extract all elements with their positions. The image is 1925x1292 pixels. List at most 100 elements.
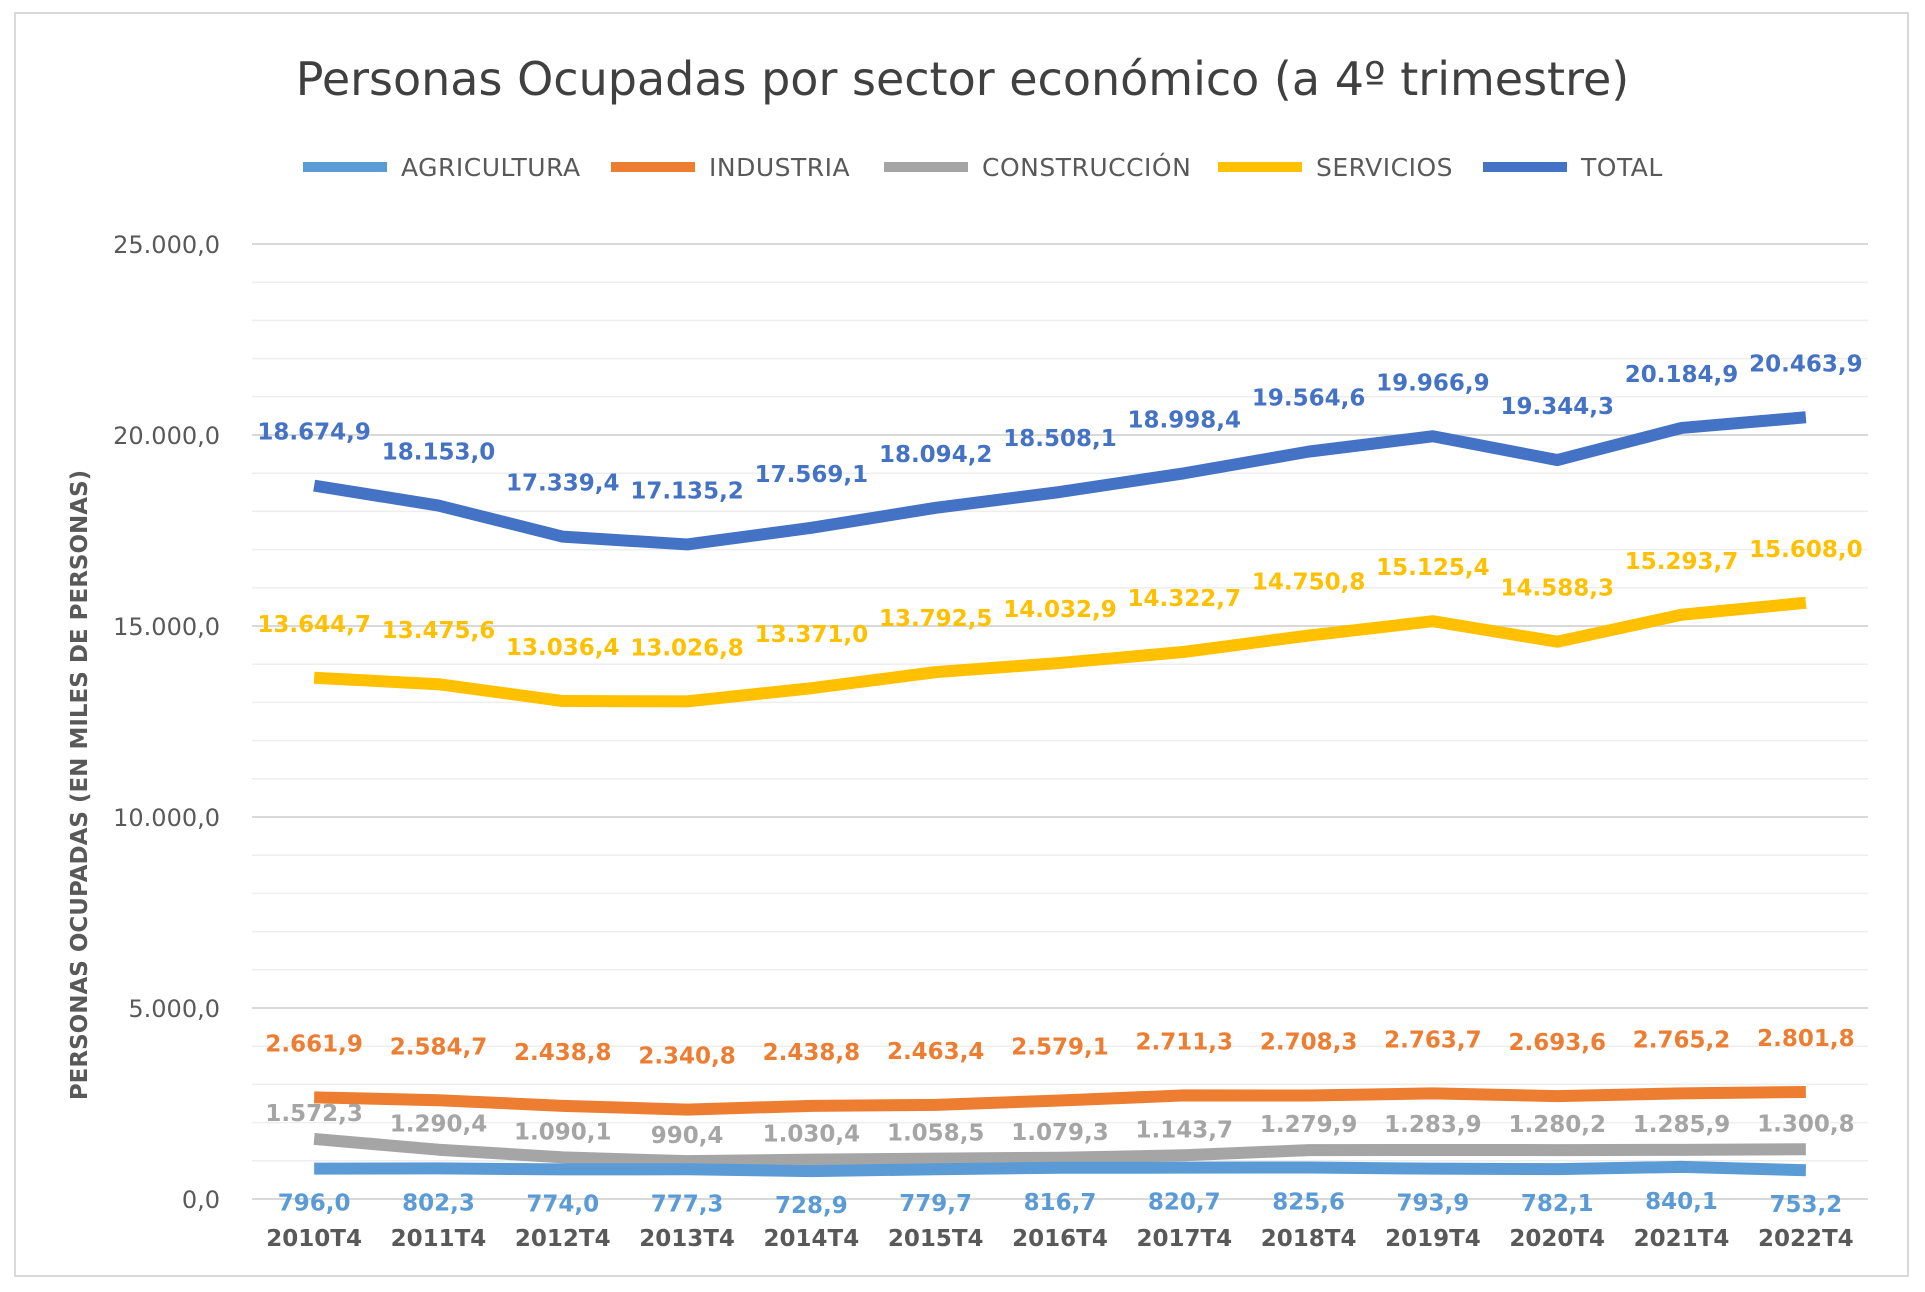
series-line-construcción — [313, 1132, 1806, 1168]
series-line-servicios — [313, 596, 1807, 708]
data-label-agricultura: 820,7 — [1148, 1190, 1221, 1216]
x-tick-label: 2014T4 — [764, 1226, 860, 1252]
data-label-construcción: 1.279,9 — [1260, 1112, 1358, 1138]
data-label-servicios: 15.125,4 — [1376, 555, 1490, 581]
data-label-construcción: 1.143,7 — [1136, 1117, 1234, 1143]
x-tick-label: 2021T4 — [1634, 1226, 1730, 1252]
y-tick-label: 20.000,0 — [113, 422, 220, 450]
y-tick-label: 25.000,0 — [113, 231, 220, 259]
chart-frame — [14, 12, 1909, 1277]
data-label-industria: 2.584,7 — [390, 1034, 488, 1060]
data-label-servicios: 13.371,0 — [755, 622, 869, 648]
series-line-industria — [314, 1085, 1806, 1116]
legend-label-construccion: CONSTRUCCIÓN — [982, 152, 1192, 182]
data-label-servicios: 14.588,3 — [1500, 576, 1614, 602]
data-label-industria: 2.708,3 — [1260, 1030, 1358, 1056]
data-label-servicios: 13.475,6 — [382, 618, 496, 644]
x-tick-label: 2017T4 — [1136, 1226, 1232, 1252]
data-label-total: 19.564,6 — [1252, 386, 1366, 412]
data-label-industria: 2.463,4 — [887, 1039, 985, 1065]
data-label-total: 17.339,4 — [506, 471, 620, 497]
legend-item-servicios: SERVICIOS — [1218, 150, 1453, 184]
data-label-servicios: 13.036,4 — [506, 635, 620, 661]
data-label-total: 19.966,9 — [1376, 370, 1490, 396]
legend-swatch-servicios — [1218, 162, 1302, 172]
x-tick-labels: 2010T4 2011T4 2012T4 2013T4 2014T4 2015T4 2016… — [266, 1226, 1853, 1252]
series-line-agricultura — [314, 1160, 1807, 1178]
data-label-agricultura: 796,0 — [278, 1191, 351, 1217]
y-tick-label: 10.000,0 — [113, 804, 220, 832]
chart-legend: AGRICULTURA INDUSTRIA CONSTRUCCIÓN SERVI… — [0, 150, 1925, 184]
data-label-servicios: 13.026,8 — [630, 635, 744, 661]
data-label-servicios: 15.608,0 — [1749, 537, 1863, 563]
data-label-construcción: 1.090,1 — [514, 1119, 612, 1145]
data-label-construcción: 1.079,3 — [1011, 1120, 1109, 1146]
y-tick-label: 0,0 — [182, 1186, 220, 1214]
x-tick-label: 2019T4 — [1385, 1226, 1481, 1252]
data-label-industria: 2.765,2 — [1633, 1027, 1731, 1053]
legend-item-construccion: CONSTRUCCIÓN — [884, 150, 1191, 184]
data-label-servicios: 14.750,8 — [1252, 570, 1366, 596]
data-label-construcción: 1.030,4 — [763, 1122, 861, 1148]
data-label-industria: 2.661,9 — [265, 1031, 363, 1057]
x-tick-label: 2011T4 — [391, 1226, 487, 1252]
x-tick-label: 2013T4 — [639, 1226, 735, 1252]
data-label-total: 18.998,4 — [1128, 407, 1242, 433]
x-tick-label: 2015T4 — [888, 1226, 984, 1252]
data-label-construcción: 1.058,5 — [887, 1121, 985, 1147]
x-tick-label: 2022T4 — [1758, 1226, 1854, 1252]
y-tick-label: 5.000,0 — [128, 995, 220, 1023]
legend-item-agricultura: AGRICULTURA — [303, 150, 581, 184]
data-labels: 796,0 802,3 774,0 777,3 728,9 779,7 816,7 820,7… — [257, 351, 1862, 1219]
legend-swatch-agricultura — [303, 162, 387, 172]
data-label-total: 17.569,1 — [755, 462, 869, 488]
data-label-construcción: 1.280,2 — [1508, 1112, 1606, 1138]
legend-swatch-construccion — [884, 162, 968, 172]
y-tick-labels: 0,0 5.000,0 10.000,0 15.000,0 20.000,0 25.000… — [113, 231, 220, 1214]
data-label-construcción: 1.290,4 — [390, 1112, 488, 1138]
series-lines — [313, 411, 1807, 1178]
data-label-industria: 2.801,8 — [1757, 1026, 1855, 1052]
legend-item-total: TOTAL — [1483, 150, 1663, 184]
data-label-total: 18.674,9 — [257, 420, 371, 446]
data-label-total: 17.135,2 — [630, 478, 744, 504]
data-label-construcción: 1.283,9 — [1384, 1112, 1482, 1138]
data-label-agricultura: 774,0 — [526, 1191, 599, 1217]
x-tick-label: 2018T4 — [1261, 1226, 1357, 1252]
data-label-construcción: 990,4 — [651, 1123, 724, 1149]
data-label-construcción: 1.285,9 — [1633, 1112, 1731, 1138]
data-label-servicios: 13.792,5 — [879, 606, 993, 632]
data-label-servicios: 14.322,7 — [1128, 586, 1242, 612]
legend-item-industria: INDUSTRIA — [611, 150, 850, 184]
data-label-servicios: 14.032,9 — [1003, 597, 1117, 623]
data-label-total: 18.094,2 — [879, 442, 993, 468]
data-label-industria: 2.693,6 — [1508, 1030, 1606, 1056]
x-tick-label: 2016T4 — [1012, 1226, 1108, 1252]
y-tick-label: 15.000,0 — [113, 613, 220, 641]
data-label-agricultura: 728,9 — [775, 1193, 848, 1219]
data-label-agricultura: 802,3 — [402, 1190, 475, 1216]
data-label-agricultura: 840,1 — [1645, 1189, 1718, 1215]
data-label-servicios: 13.644,7 — [257, 612, 371, 638]
series-line-total — [313, 411, 1807, 551]
data-label-industria: 2.579,1 — [1011, 1034, 1109, 1060]
data-label-industria: 2.763,7 — [1384, 1027, 1482, 1053]
x-tick-label: 2010T4 — [266, 1226, 362, 1252]
data-label-agricultura: 825,6 — [1272, 1189, 1345, 1215]
legend-label-industria: INDUSTRIA — [709, 152, 851, 182]
legend-swatch-total — [1483, 162, 1567, 172]
legend-label-total: TOTAL — [1581, 152, 1663, 182]
grid-layer — [252, 243, 1868, 1200]
data-label-total: 19.344,3 — [1500, 394, 1614, 420]
data-label-total: 18.153,0 — [382, 440, 496, 466]
legend-label-servicios: SERVICIOS — [1316, 152, 1454, 182]
x-tick-label: 2020T4 — [1509, 1226, 1605, 1252]
y-axis-title: PERSONAS OCUPADAS (EN MILES DE PERSONAS) — [67, 470, 93, 1100]
data-label-agricultura: 753,2 — [1769, 1192, 1842, 1218]
x-tick-label: 2012T4 — [515, 1226, 611, 1252]
data-label-total: 18.508,1 — [1003, 426, 1117, 452]
data-label-agricultura: 793,9 — [1397, 1191, 1470, 1217]
data-label-servicios: 15.293,7 — [1625, 549, 1739, 575]
data-label-industria: 2.340,8 — [638, 1044, 736, 1070]
